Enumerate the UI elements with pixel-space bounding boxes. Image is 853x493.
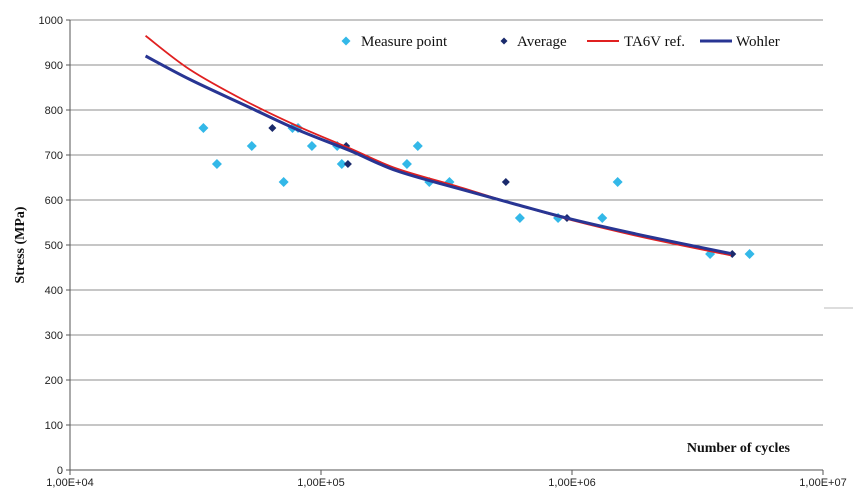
measure-point-point [597,213,608,223]
measure-point-point [278,177,289,187]
legend-label: Measure point [361,34,448,50]
average-point [268,124,277,132]
legend-item-wohler: Wohler [700,34,780,50]
y-tick-label: 400 [45,285,63,297]
measure-point-point [336,159,347,169]
average-point [501,178,510,186]
legend-item-average: Average [500,34,567,50]
x-axis-title: Number of cycles [687,441,791,456]
measure-point-point [246,141,257,151]
legend-label: Wohler [736,34,780,50]
tick-labels: 0 100 200 300 400 500 600 700 800 900 1000 1,00E+04… [39,15,847,489]
series-ta6v-ref [145,35,732,257]
x-tick-label: 1,00E+05 [297,477,344,489]
series [144,35,755,259]
y-tick-label: 0 [57,465,63,477]
measure-point-point [401,159,412,169]
y-tick-label: 900 [45,60,63,72]
series-measure-point [198,123,755,259]
legend-label: Average [517,34,567,50]
x-tick-label: 1,00E+06 [548,477,595,489]
y-tick-label: 1000 [39,15,63,27]
x-tick-label: 1,00E+04 [46,477,93,489]
legend-swatch [500,37,508,45]
y-tick-label: 300 [45,330,63,342]
y-tick-label: 700 [45,150,63,162]
measure-point-point [412,141,423,151]
average-point [343,160,352,168]
series-wohler [144,54,732,256]
measure-point-point [211,159,222,169]
legend-item-measure-point: Measure point [341,34,448,50]
y-tick-label: 600 [45,195,63,207]
wohler-curve [144,54,732,256]
measure-point-point [744,249,755,259]
legend: Measure point Average TA6V ref. Wohler [341,34,780,50]
y-tick-label: 200 [45,375,63,387]
measure-point-point [198,123,209,133]
y-tick-label: 100 [45,420,63,432]
ta6v-ref-curve [145,35,732,257]
grid-lines [70,19,823,426]
legend-label: TA6V ref. [624,34,685,50]
y-axis-title: Stress (MPa) [13,206,28,283]
y-tick-label: 500 [45,240,63,252]
y-tick-label: 800 [45,105,63,117]
legend-item-ta6v-ref: TA6V ref. [587,34,685,50]
measure-point-point [514,213,525,223]
measure-point-point [306,141,317,151]
x-tick-label: 1,00E+07 [799,477,846,489]
measure-point-point [612,177,623,187]
legend-swatch [341,36,351,46]
